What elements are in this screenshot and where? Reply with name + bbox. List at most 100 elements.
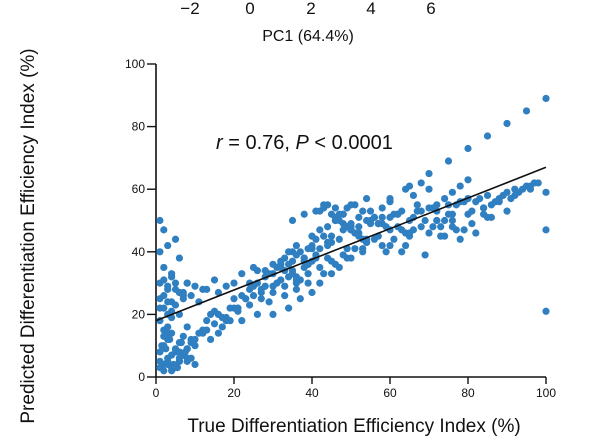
data-point — [378, 241, 386, 250]
data-point — [448, 188, 456, 196]
data-point — [366, 220, 375, 228]
data-point — [183, 279, 191, 287]
data-point — [320, 232, 328, 240]
data-point — [526, 185, 535, 193]
data-point — [304, 279, 312, 287]
data-point — [234, 304, 242, 312]
data-point — [214, 288, 222, 297]
data-point — [191, 282, 199, 290]
data-point — [160, 342, 168, 350]
data-point — [207, 335, 215, 344]
data-point — [460, 226, 468, 234]
top-axis-title: PC1 (64.4%) — [262, 28, 354, 45]
data-point — [366, 207, 375, 215]
data-point — [499, 191, 507, 200]
data-point — [253, 310, 261, 318]
data-point — [171, 301, 180, 309]
data-point — [480, 210, 488, 218]
data-point — [308, 245, 316, 253]
data-point — [464, 210, 472, 218]
data-point — [160, 332, 168, 340]
data-point — [483, 191, 492, 200]
data-point — [257, 295, 265, 303]
data-point — [421, 216, 429, 225]
data-point — [160, 226, 168, 234]
data-point — [324, 241, 332, 250]
data-point — [359, 207, 367, 215]
data-point — [433, 216, 441, 225]
data-point — [191, 360, 199, 369]
data-point — [246, 301, 254, 309]
y-axis-title: Predicted Differentiation Efficiency Ind… — [18, 48, 39, 423]
data-point — [156, 248, 164, 256]
data-point — [171, 364, 180, 372]
data-point — [296, 248, 304, 256]
data-point — [191, 342, 199, 350]
y-tick-label: 0 — [138, 370, 145, 384]
data-point — [164, 241, 172, 250]
data-point — [175, 254, 183, 262]
data-point — [503, 207, 511, 215]
data-point — [175, 338, 183, 347]
data-point — [175, 288, 183, 297]
data-point — [324, 223, 332, 231]
data-point — [327, 257, 336, 265]
data-point — [417, 179, 425, 187]
data-point — [210, 320, 219, 328]
data-point — [171, 235, 180, 243]
x-tick-label: 100 — [536, 386, 556, 400]
data-point — [285, 248, 293, 256]
data-point — [363, 194, 371, 203]
x-axis-title: True Differentiation Efficiency Index (%… — [187, 416, 520, 437]
data-point — [409, 191, 417, 200]
data-point — [175, 357, 183, 365]
data-point — [433, 201, 441, 209]
data-point — [168, 351, 176, 359]
top-tick-label: 6 — [426, 0, 435, 18]
x-tick-label: 20 — [227, 386, 241, 400]
data-point — [378, 204, 386, 212]
data-point — [281, 292, 289, 300]
data-point — [210, 276, 219, 284]
x-tick-label: 0 — [153, 386, 160, 400]
data-point — [226, 304, 234, 312]
data-point — [464, 176, 472, 184]
data-point — [253, 266, 261, 275]
data-point — [304, 270, 312, 278]
data-point — [277, 276, 285, 284]
data-point — [296, 276, 304, 284]
data-point — [542, 94, 550, 103]
data-point — [292, 241, 300, 250]
data-point — [359, 248, 367, 256]
data-point — [456, 182, 464, 190]
data-point — [218, 313, 226, 322]
data-points — [156, 94, 550, 375]
data-point — [300, 210, 308, 218]
data-point — [242, 295, 250, 303]
data-point — [390, 235, 398, 243]
data-point — [425, 229, 433, 237]
data-point — [320, 270, 328, 278]
data-point — [464, 144, 472, 153]
p-value: < 0.0001 — [309, 132, 393, 154]
data-point — [382, 248, 390, 256]
data-point — [238, 270, 246, 278]
data-point — [511, 191, 519, 200]
data-point — [191, 335, 199, 344]
data-point — [339, 251, 347, 259]
data-point — [160, 263, 168, 272]
data-point — [171, 279, 180, 287]
data-point — [156, 216, 164, 225]
y-tick-label: 40 — [132, 245, 146, 259]
axes: 0 20 40 60 80 100 0 20 40 60 80 100 — [125, 57, 556, 400]
data-point — [183, 323, 191, 331]
data-point — [437, 223, 445, 231]
data-point — [456, 235, 464, 243]
data-point — [238, 317, 246, 325]
data-point — [316, 279, 324, 287]
data-point — [405, 182, 414, 190]
y-tick-label: 80 — [132, 120, 146, 134]
data-point — [183, 345, 191, 353]
data-point — [444, 210, 453, 218]
